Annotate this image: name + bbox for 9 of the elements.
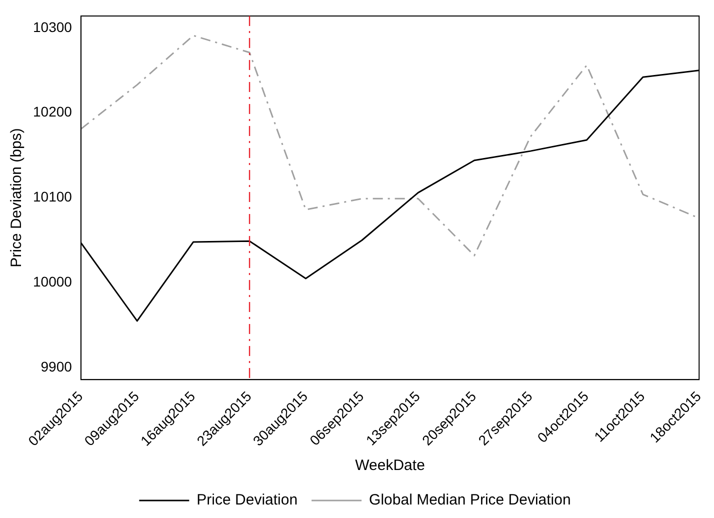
- y-tick-label: 10200: [32, 104, 72, 120]
- x-axis-title: WeekDate: [355, 457, 425, 474]
- y-tick-label: 10300: [32, 18, 72, 35]
- y-tick-label: 10000: [32, 274, 72, 290]
- legend-label: Price Deviation: [196, 492, 298, 509]
- y-tick-label: 9900: [40, 358, 72, 375]
- y-axis-title: Price Deviation (bps): [8, 128, 26, 268]
- y-tick-label: 10100: [32, 188, 72, 205]
- legend-label: Global Median Price Deviation: [369, 492, 571, 509]
